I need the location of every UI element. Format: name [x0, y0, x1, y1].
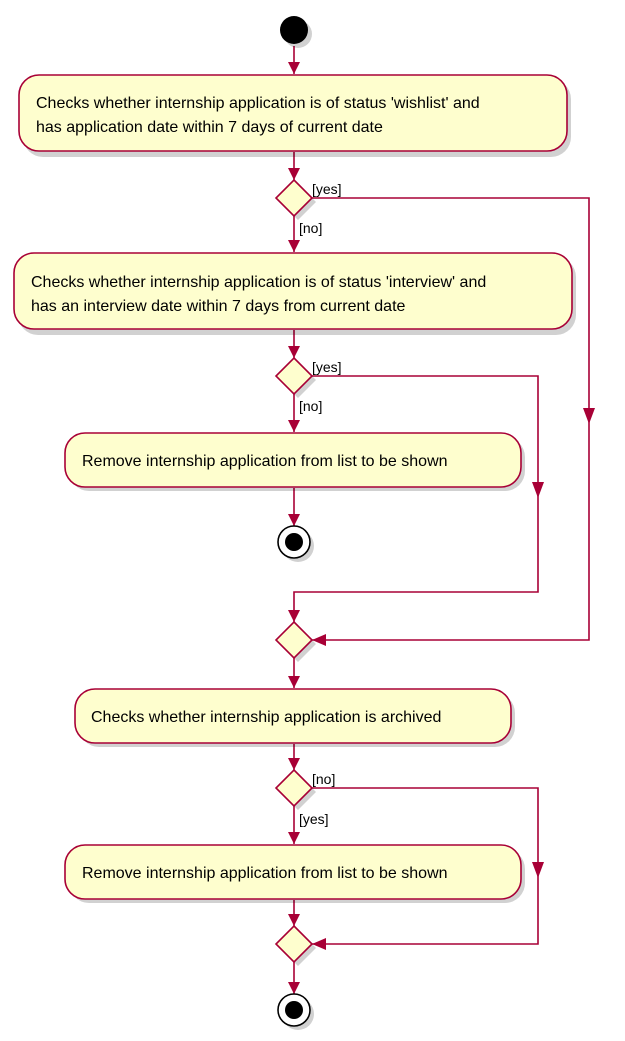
action-interview-check: Checks whether internship application is…	[13, 252, 576, 335]
decision3-no-guard: [no]	[312, 771, 335, 787]
arrowhead-icon	[288, 62, 300, 74]
arrowhead-icon	[312, 938, 326, 950]
decision-diamond-icon	[274, 356, 314, 396]
arrowhead-icon	[288, 514, 300, 526]
stop-node-2	[277, 993, 314, 1030]
start-node	[280, 16, 312, 48]
decision-diamond-icon	[274, 620, 314, 660]
decision-3: [no] [yes]	[274, 768, 335, 827]
action-remove-second: Remove internship application from list …	[64, 844, 525, 903]
arrowhead-icon	[288, 168, 300, 180]
merge-2	[274, 924, 316, 966]
stop-node-inner	[285, 533, 303, 551]
decision1-no-guard: [no]	[299, 220, 322, 236]
start-node-icon	[280, 16, 308, 44]
arrowhead-icon	[288, 758, 300, 770]
decision3-yes-guard: [yes]	[299, 811, 329, 827]
arrowhead-icon	[532, 862, 544, 878]
arrowhead-icon	[312, 634, 326, 646]
action-archived-check: Checks whether internship application is…	[74, 688, 515, 747]
arrowhead-icon	[583, 408, 595, 424]
stop-node-1	[277, 525, 314, 562]
decision-diamond-icon	[274, 924, 314, 964]
arrowhead-icon	[288, 346, 300, 358]
arrowhead-icon	[288, 982, 300, 994]
merge-1	[274, 620, 316, 662]
stop-node-inner	[285, 1001, 303, 1019]
decision-diamond-icon	[274, 178, 314, 218]
action-remove-first: Remove internship application from list …	[64, 432, 525, 491]
arrowhead-icon	[288, 914, 300, 926]
action-wishlist-check: Checks whether internship application is…	[18, 74, 571, 157]
decision-diamond-icon	[274, 768, 314, 808]
interview-check-line2: has an interview date within 7 days from…	[31, 298, 406, 315]
interview-check-line1: Checks whether internship application is…	[31, 274, 486, 291]
arrowhead-icon	[288, 676, 300, 688]
arrowheads	[288, 62, 595, 994]
arrowhead-icon	[288, 832, 300, 844]
arrowhead-icon	[288, 420, 300, 432]
decision-1: [yes] [no]	[274, 178, 342, 236]
arrowhead-icon	[288, 240, 300, 252]
arrowhead-icon	[532, 482, 544, 498]
archived-check-label: Checks whether internship application is…	[91, 709, 441, 726]
decision2-no-guard: [no]	[299, 398, 322, 414]
wishlist-check-line2: has application date within 7 days of cu…	[36, 119, 383, 136]
remove-first-label: Remove internship application from list …	[82, 453, 448, 470]
wishlist-check-line1: Checks whether internship application is…	[36, 95, 480, 112]
decision2-yes-guard: [yes]	[312, 359, 342, 375]
decision1-yes-guard: [yes]	[312, 181, 342, 197]
arrowhead-icon	[288, 610, 300, 622]
remove-second-label: Remove internship application from list …	[82, 865, 448, 882]
decision-2: [yes] [no]	[274, 356, 342, 414]
flow-decision2-yes	[293, 375, 539, 622]
